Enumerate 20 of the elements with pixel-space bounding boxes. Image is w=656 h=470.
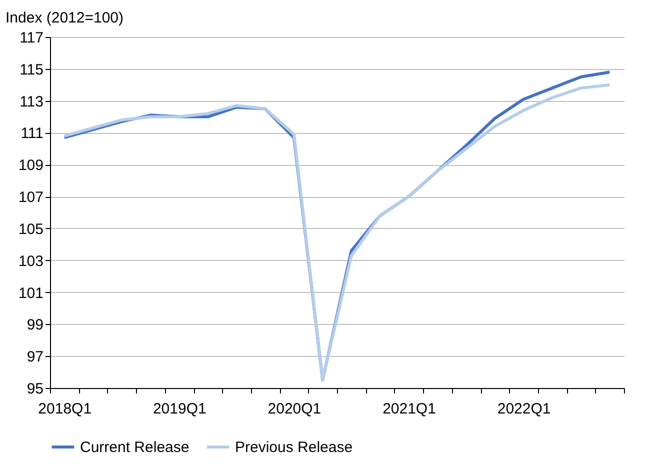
- y-tick-label: 101: [18, 284, 44, 302]
- y-tick-label: 103: [18, 252, 44, 270]
- x-tick-label: 2020Q1: [268, 400, 322, 418]
- x-tick-label: 2021Q1: [382, 400, 436, 418]
- y-axis-title: Index (2012=100): [6, 10, 124, 26]
- y-tick-label: 113: [20, 93, 44, 110]
- legend-label: Previous Release: [235, 439, 353, 456]
- y-tick-label: 97: [26, 348, 44, 366]
- y-tick-label: 111: [20, 125, 44, 142]
- y-tick-label: 115: [20, 61, 44, 78]
- x-tick-label: 2018Q1: [38, 400, 92, 418]
- x-tick-label: 2019Q1: [152, 400, 206, 418]
- y-tick-label: 109: [18, 157, 44, 174]
- y-tick-label: 95: [26, 380, 44, 398]
- y-tick-label: 117: [20, 30, 44, 46]
- y-tick-label: 107: [18, 189, 44, 206]
- x-tick-label: 2022Q1: [497, 400, 551, 418]
- y-tick-label: 105: [18, 220, 44, 238]
- legend-label: Current Release: [80, 439, 190, 456]
- y-tick-label: 99: [26, 316, 44, 334]
